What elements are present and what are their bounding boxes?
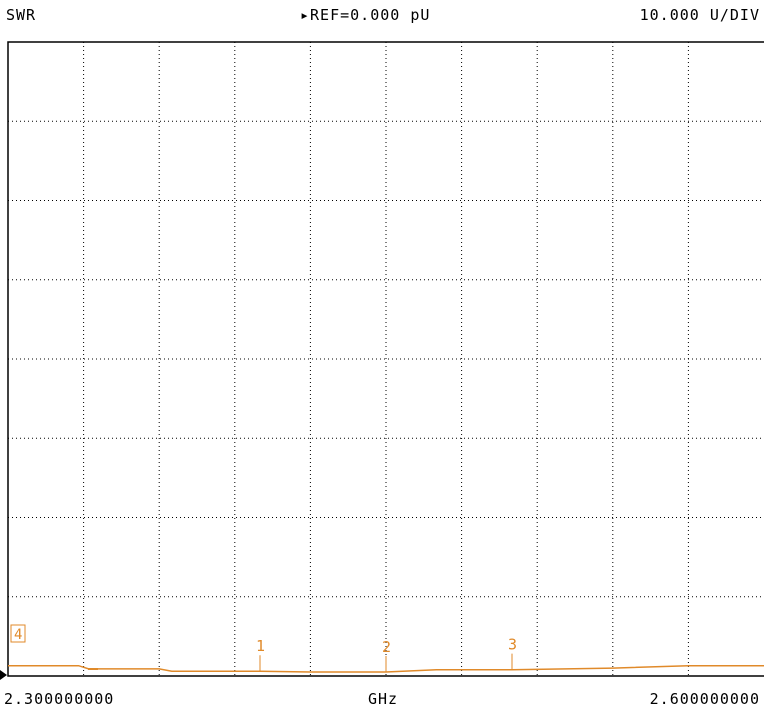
reference-marker-label: 4 bbox=[14, 627, 22, 643]
chart-plot: 1 2 3 4 bbox=[0, 0, 764, 690]
frequency-unit: GHz bbox=[368, 690, 398, 708]
start-arrow-icon bbox=[0, 670, 7, 680]
marker-2-label: 2 bbox=[382, 638, 391, 656]
marker-3-label: 3 bbox=[508, 636, 517, 654]
marker-1-label: 1 bbox=[256, 637, 265, 655]
markers: 1 2 3 4 bbox=[11, 625, 517, 672]
start-frequency: 2.300000000 bbox=[4, 690, 114, 708]
stop-frequency: 2.600000000 bbox=[650, 690, 760, 708]
grid bbox=[8, 42, 764, 676]
